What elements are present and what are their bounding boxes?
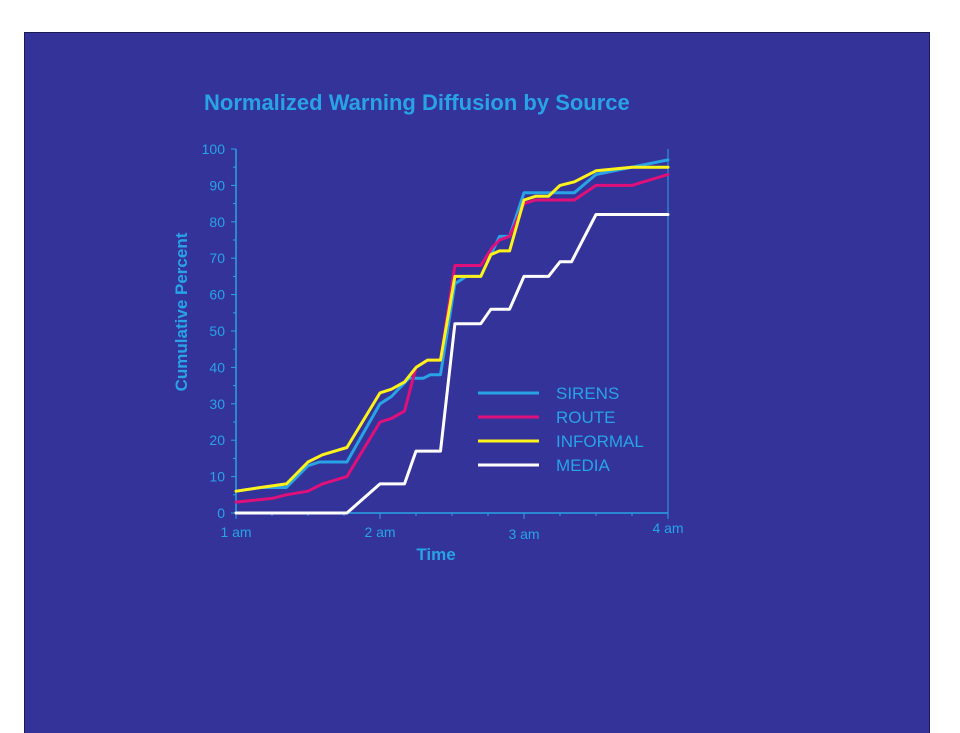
y-axis-title: Cumulative Percent — [172, 232, 191, 391]
series-line-sirens — [234, 158, 670, 493]
line-chart: Normalized Warning Diffusion by Source C… — [172, 90, 684, 564]
legend: SIRENS ROUTE INFORMAL MEDIA — [478, 384, 644, 475]
x-tick-label: 2 am — [364, 524, 395, 540]
y-tick-label: 100 — [202, 141, 226, 157]
series-lines-group — [234, 158, 670, 515]
y-tick-label: 80 — [209, 214, 225, 230]
y-tick-label: 30 — [209, 396, 225, 412]
legend-label-informal: INFORMAL — [556, 432, 644, 451]
y-tick-label: 20 — [209, 432, 225, 448]
slide-background: Normalized Warning Diffusion by Source C… — [24, 32, 930, 733]
y-tick-label: 10 — [209, 469, 225, 485]
series-line-informal — [234, 165, 670, 493]
legend-label-sirens: SIRENS — [556, 384, 619, 403]
x-tick-label: 1 am — [220, 524, 251, 540]
x-tick-label: 4 am — [652, 520, 683, 536]
legend-label-route: ROUTE — [556, 408, 616, 427]
y-tick-label: 50 — [209, 323, 225, 339]
y-tick-label: 60 — [209, 287, 225, 303]
series-line-route — [234, 173, 670, 504]
legend-label-media: MEDIA — [556, 456, 611, 475]
series-line-media — [234, 213, 670, 515]
y-tick-label: 40 — [209, 359, 225, 375]
axes-group: 0 10 20 30 40 50 60 70 80 90 100 1 am 2 am 3 am 4 am — [202, 141, 684, 542]
chart-title: Normalized Warning Diffusion by Source — [204, 90, 630, 115]
y-tick-label: 90 — [209, 177, 225, 193]
x-axis-title: Time — [416, 545, 455, 564]
y-tick-label: 70 — [209, 250, 225, 266]
x-tick-label: 3 am — [508, 526, 539, 542]
y-tick-label: 0 — [217, 505, 225, 521]
